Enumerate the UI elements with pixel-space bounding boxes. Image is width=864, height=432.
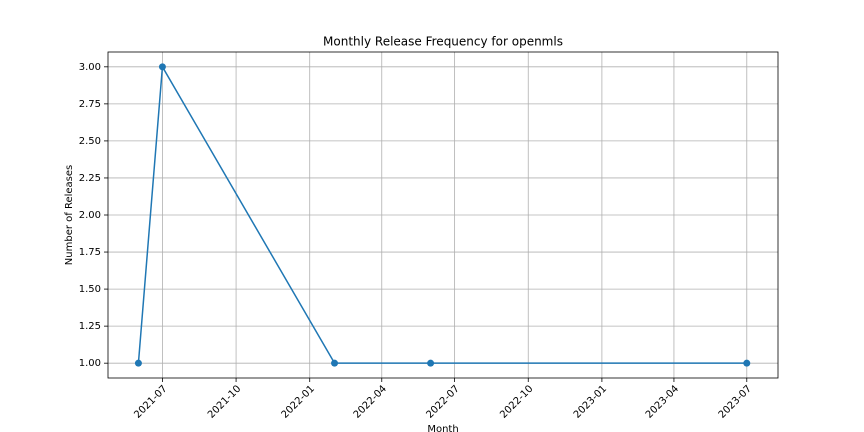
x-tick-label: 2023-07 — [717, 383, 754, 420]
x-tick-label: 2021-07 — [132, 383, 169, 420]
data-point — [331, 359, 339, 367]
x-tick-label: 2022-01 — [280, 383, 317, 420]
x-tick-label: 2021-10 — [206, 383, 243, 420]
data-point — [743, 359, 751, 367]
x-tick-label: 2022-07 — [425, 383, 462, 420]
y-tick-label: 2.25 — [79, 173, 101, 184]
x-tick-label: 2023-01 — [572, 383, 609, 420]
y-tick-label: 2.50 — [79, 136, 101, 147]
y-tick-label: 1.25 — [79, 321, 101, 332]
x-tick-label: 2022-04 — [352, 383, 389, 420]
y-tick-label: 2.75 — [79, 99, 101, 110]
y-tick-label: 1.75 — [79, 247, 101, 258]
y-tick-label: 2.00 — [79, 210, 101, 221]
data-point — [134, 359, 142, 367]
plot-frame — [107, 51, 779, 379]
x-axis-label: Month — [427, 424, 458, 432]
y-tick-label: 1.50 — [79, 284, 101, 295]
y-axis-label: Number of Releases — [64, 165, 75, 265]
y-tick-label: 1.00 — [79, 358, 101, 369]
x-tick-label: 2022-10 — [498, 383, 535, 420]
chart-title: Monthly Release Frequency for openmls — [323, 35, 563, 49]
y-tick-label: 3.00 — [79, 62, 101, 73]
data-point — [427, 359, 435, 367]
x-tick-label: 2023-04 — [644, 383, 681, 420]
data-point — [158, 63, 166, 71]
